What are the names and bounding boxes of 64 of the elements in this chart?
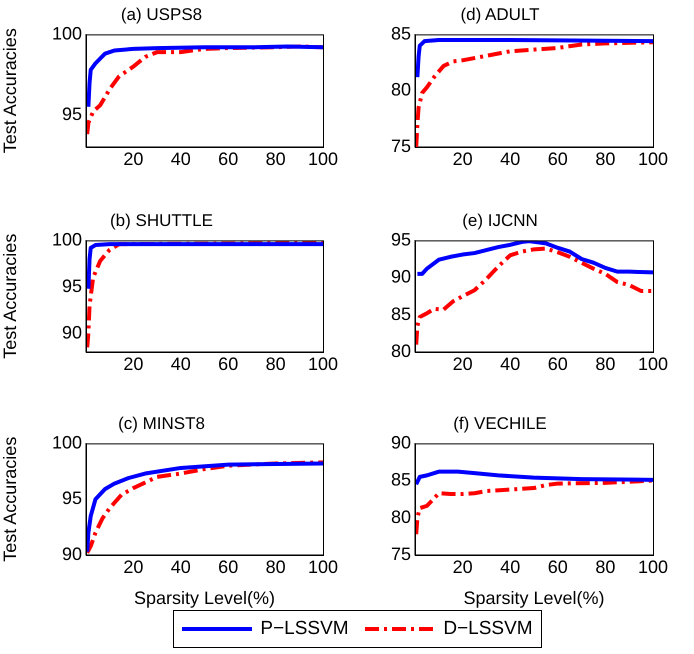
x-tick-label: 60 [548,354,568,374]
x-tick-label: 80 [266,354,286,374]
x-tick-label: 80 [595,148,616,169]
chart-title: (b) SHUTTLE [110,210,213,230]
x-tick-label: 40 [170,354,191,374]
y-axis-title: Test Accuracies [0,28,20,154]
x-tick-label: 20 [452,556,473,577]
x-tick-label: 20 [452,354,473,374]
y-tick-label: 80 [390,506,411,527]
y-tick-label: 90 [62,322,82,342]
chart-title: (a) USPS8 [120,4,202,24]
y-tick-label: 95 [390,229,411,250]
x-tick-label: 100 [308,556,338,577]
x-tick-label: 20 [123,354,144,374]
x-tick-label: 100 [638,148,668,169]
x-tick-label: 20 [452,148,473,169]
y-tick-label: 80 [390,80,411,100]
x-tick-label: 60 [218,556,238,577]
y-tick-label: 85 [390,304,411,324]
chart-title: (e) IJCNN [462,210,538,230]
y-tick-label: 80 [390,340,411,361]
x-tick-label: 80 [595,354,616,374]
y-axis-title: Test Accuracies [0,234,20,359]
legend-label: D−LSSVM [443,618,533,640]
y-tick-label: 75 [390,136,411,156]
y-tick-label: 75 [390,544,411,564]
legend-label: P−LSSVM [260,618,349,640]
x-tick-label: 40 [170,148,191,169]
x-tick-label: 100 [638,556,668,577]
x-axis-title: Sparsity Level(%) [463,588,605,608]
x-tick-label: 60 [218,148,238,169]
y-axis-title: Test Accuracies [0,436,20,562]
y-tick-label: 95 [62,104,82,124]
x-tick-label: 20 [123,556,144,577]
chart-title: (d) ADULT [460,4,540,24]
y-tick-label: 90 [390,432,411,452]
y-tick-label: 85 [390,23,411,44]
x-tick-label: 60 [218,354,238,374]
chart-title: (c) MINST8 [118,414,205,433]
x-axis-title: Sparsity Level(%) [134,588,276,608]
x-tick-label: 100 [308,354,338,374]
x-tick-label: 80 [266,556,286,577]
x-tick-label: 80 [266,148,286,169]
y-tick-label: 100 [52,432,82,452]
y-tick-label: 90 [62,544,82,564]
y-tick-label: 100 [52,23,82,44]
x-tick-label: 60 [548,148,568,169]
x-tick-label: 40 [500,148,520,169]
chart-title: (f) VECHILE [453,414,547,433]
y-tick-label: 85 [390,470,411,490]
y-tick-label: 90 [390,266,411,287]
y-tick-label: 95 [62,276,82,296]
x-tick-label: 40 [500,354,520,374]
x-tick-label: 80 [595,556,616,577]
line-series [415,246,653,347]
y-tick-label: 100 [52,229,82,250]
line-series [415,478,653,536]
x-tick-label: 40 [500,556,520,577]
x-tick-label: 40 [170,556,191,577]
x-tick-label: 100 [638,354,668,374]
y-tick-label: 95 [62,488,82,508]
x-tick-label: 100 [308,148,338,169]
x-tick-label: 20 [123,148,144,169]
x-tick-label: 60 [548,556,568,577]
